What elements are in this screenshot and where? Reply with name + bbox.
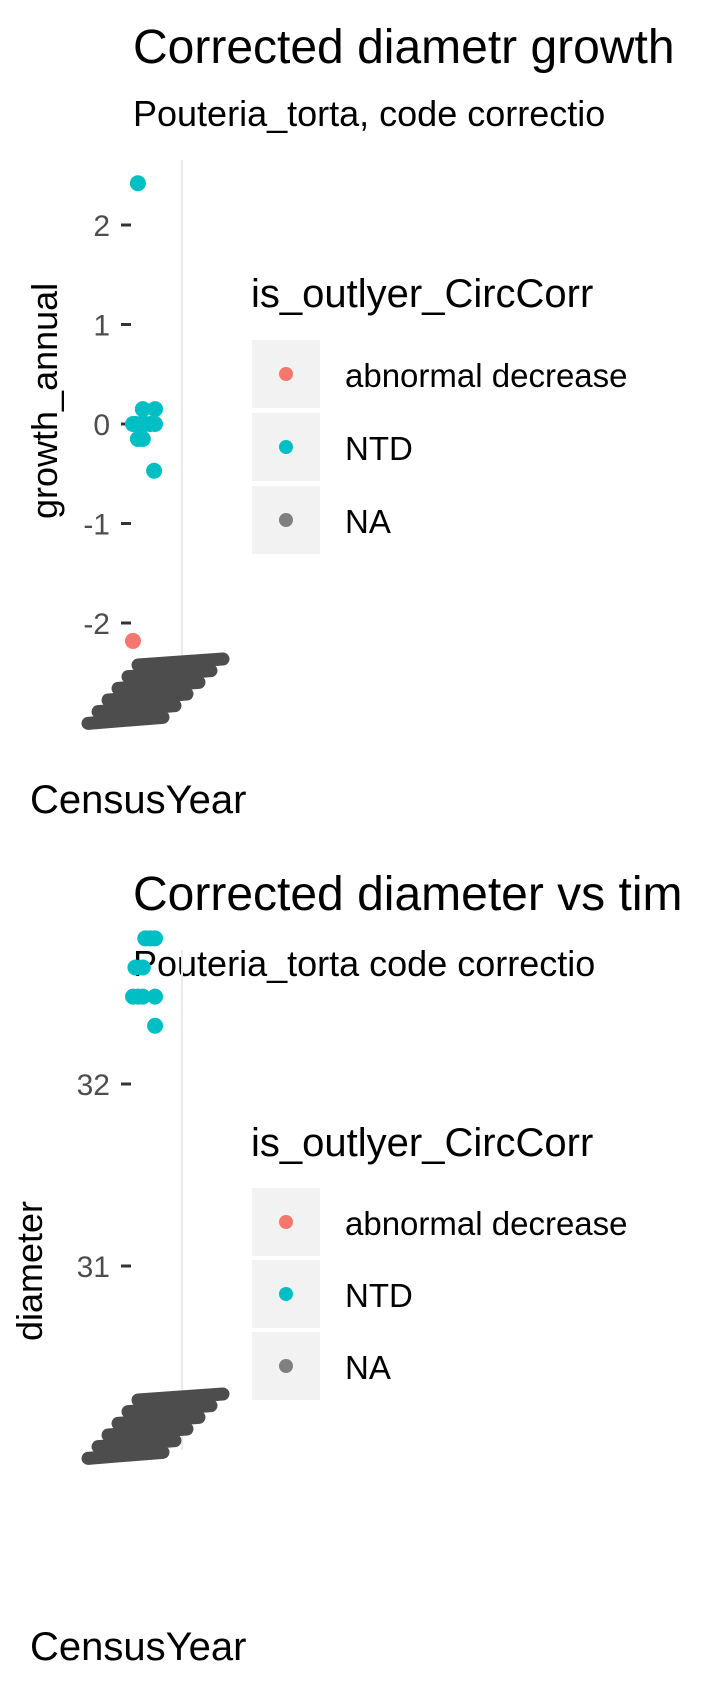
data-point-ntd <box>147 988 164 1005</box>
legend-dot-icon <box>279 513 293 527</box>
x-tick-label-smudge <box>111 675 206 695</box>
x-tick-labels-overlapping <box>81 1387 230 1465</box>
data-point-ntd <box>146 462 163 479</box>
x-tick-label-smudge <box>91 699 182 719</box>
data-point-ntd <box>147 401 164 418</box>
y-tick-label: -1 <box>83 509 110 542</box>
y-tick-label: -2 <box>83 608 110 641</box>
chart-title: Corrected diameter vs tim <box>133 868 683 921</box>
chart-subtitle: Pouteria_torta code correctio <box>133 943 596 984</box>
x-tick-label-smudge <box>131 652 230 672</box>
x-tick-label-smudge <box>91 1434 182 1454</box>
x-tick-label-smudge <box>131 1387 230 1407</box>
legend-dot-icon <box>279 1287 293 1301</box>
legend-dot-icon <box>279 1359 293 1373</box>
legend-dot-icon <box>279 1215 293 1229</box>
data-point-ntd <box>134 988 151 1005</box>
legend-title: is_outlyer_CircCorr <box>251 272 594 316</box>
x-tick-label-smudge <box>101 1422 194 1442</box>
legend-dot-icon <box>279 440 293 454</box>
y-tick-label: 31 <box>77 1251 110 1284</box>
legend-label-abnormal-decrease: abnormal decrease <box>345 357 628 394</box>
y-tick-label: 2 <box>93 210 110 243</box>
x-axis-label: CensusYear <box>30 1625 247 1669</box>
legend-key-abnormal-decrease <box>252 1188 320 1256</box>
y-tick-label: 1 <box>93 310 110 343</box>
data-point-ntd <box>134 959 151 976</box>
legend-key-ntd <box>252 413 320 481</box>
plot-panel: 32 31 <box>77 930 230 1465</box>
data-point-ntd <box>147 1017 164 1034</box>
chart-title: Corrected diametr growth <box>133 21 675 74</box>
data-point-abnormal-decrease <box>125 632 141 649</box>
data-point-ntd <box>147 416 164 432</box>
legend-key-ntd <box>252 1260 320 1328</box>
diameter-chart: Corrected diameter vs tim Pouteria_torta… <box>0 845 728 1693</box>
growth-chart: Corrected diametr growth Pouteria_torta,… <box>0 0 728 845</box>
legend-label-ntd: NTD <box>345 1277 413 1314</box>
data-point-ntd <box>129 175 146 192</box>
x-tick-labels-overlapping <box>81 652 230 730</box>
y-axis-label: growth_annual <box>24 282 65 519</box>
legend-label-abnormal-decrease: abnormal decrease <box>345 1205 628 1242</box>
legend-label-na: NA <box>345 1349 391 1386</box>
legend-dot-icon <box>279 367 293 381</box>
legend-key-abnormal-decrease <box>252 340 320 408</box>
legend-label-na: NA <box>345 503 391 540</box>
x-tick-label-smudge <box>121 1399 218 1419</box>
x-tick-label-smudge <box>101 687 194 707</box>
chart-subtitle: Pouteria_torta, code correctio <box>133 93 606 134</box>
x-axis-label: CensusYear <box>30 778 247 822</box>
x-tick-label-smudge <box>121 664 218 684</box>
data-point-ntd <box>134 401 151 418</box>
legend-label-ntd: NTD <box>345 430 413 467</box>
legend-key-na <box>252 1332 320 1400</box>
y-axis-label: diameter <box>9 1200 50 1342</box>
legend-key-na <box>252 486 320 554</box>
legend-title: is_outlyer_CircCorr <box>251 1121 594 1165</box>
x-tick-label-smudge <box>81 1445 170 1465</box>
x-tick-label-smudge <box>81 710 170 730</box>
y-tick-label: 0 <box>93 409 110 442</box>
y-tick-label: 32 <box>77 1069 110 1102</box>
data-point-ntd <box>134 430 151 447</box>
plot-panel: 2 1 0 -1 -2 <box>81 160 230 730</box>
x-tick-label-smudge <box>111 1410 206 1430</box>
data-point-ntd <box>147 930 164 947</box>
